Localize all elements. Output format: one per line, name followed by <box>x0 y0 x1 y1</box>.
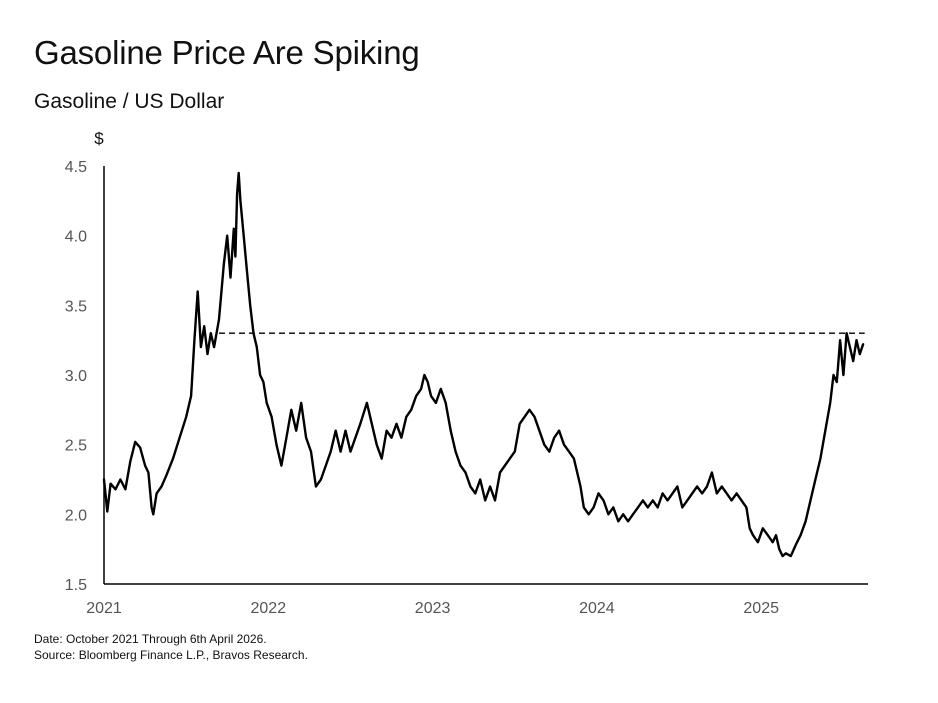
x-tick-label: 2022 <box>251 600 287 617</box>
x-tick-labels: 2021 2022 2023 2024 2025 <box>86 600 779 617</box>
chart-title: Gasoline Price Are Spiking <box>34 34 420 71</box>
y-axis-unit-label: $ <box>94 129 104 148</box>
y-tick-label: 2.0 <box>65 507 87 524</box>
y-tick-label: 3.0 <box>65 368 87 385</box>
y-tick-label: 2.5 <box>65 438 87 455</box>
y-tick-label: 3.5 <box>65 298 87 315</box>
gasoline-price-series-line <box>102 171 865 558</box>
y-tick-labels: 1.5 2.0 2.5 3.0 3.5 4.0 4.5 <box>65 159 87 594</box>
y-tick-label: 4.5 <box>65 159 87 176</box>
source-note: Source: Bloomberg Finance L.P., Bravos R… <box>34 648 308 662</box>
chart-subtitle: Gasoline / US Dollar <box>34 90 225 113</box>
y-tick-label: 1.5 <box>65 577 87 594</box>
date-range-note: Date: October 2021 Through 6th April 202… <box>34 632 267 646</box>
x-tick-label: 2023 <box>415 600 451 617</box>
x-tick-label: 2021 <box>86 600 122 617</box>
x-tick-label: 2024 <box>579 600 615 617</box>
x-tick-label: 2025 <box>743 600 779 617</box>
y-tick-label: 4.0 <box>65 229 87 246</box>
